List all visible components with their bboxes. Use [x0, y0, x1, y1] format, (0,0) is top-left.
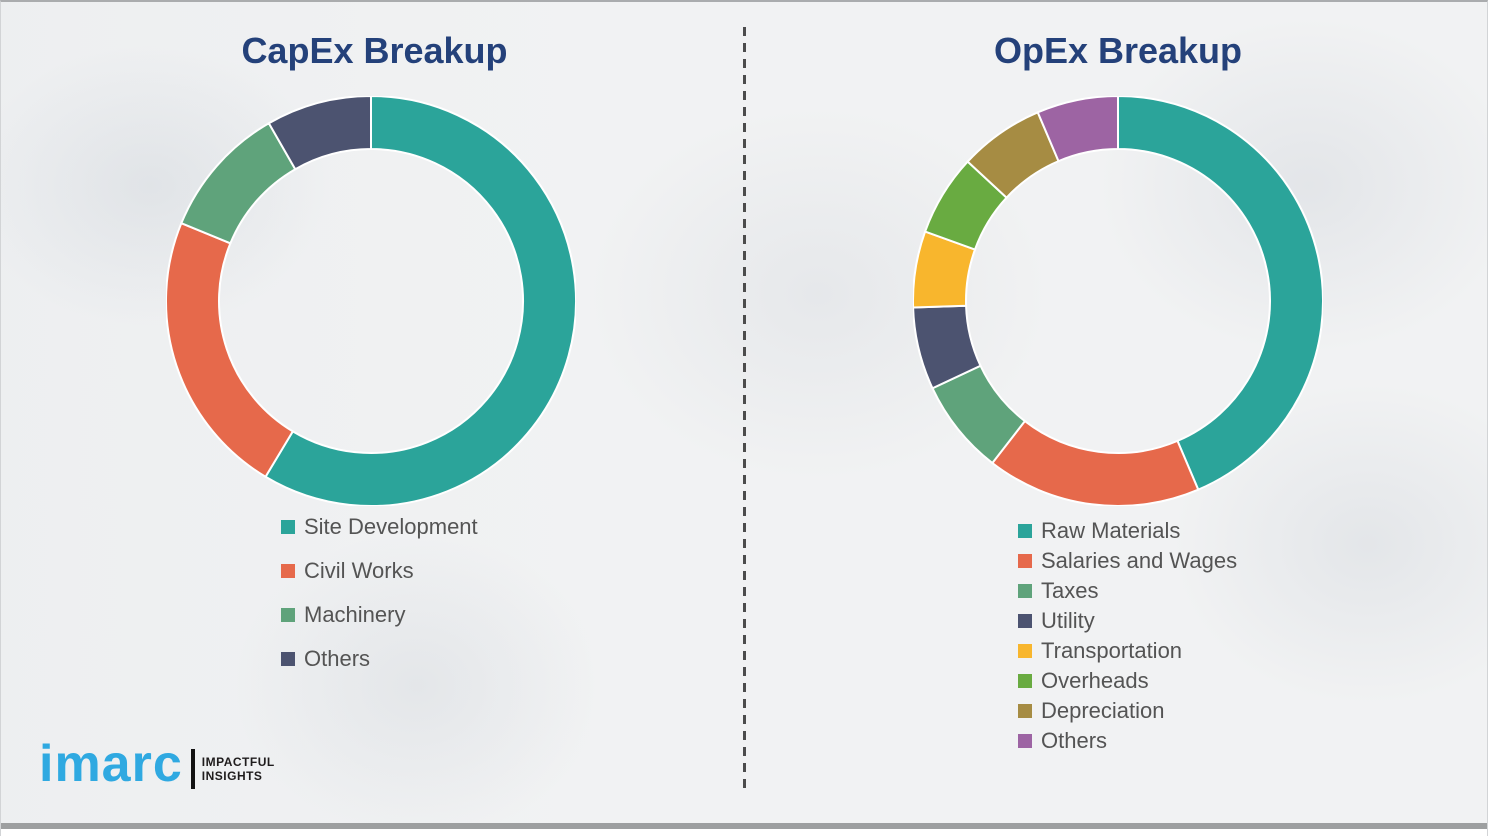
legend-swatch-machinery — [281, 608, 295, 622]
legend-swatch-transportation — [1018, 644, 1032, 658]
legend-swatch-raw-materials — [1018, 524, 1032, 538]
legend-item-depreciation: Depreciation — [1018, 699, 1237, 723]
legend-label-overheads: Overheads — [1041, 668, 1149, 693]
legend-swatch-depreciation — [1018, 704, 1032, 718]
legend-item-others: Others — [281, 647, 478, 671]
capex-legend: Site Development Civil Works Machinery Othe… — [281, 515, 478, 691]
legend-swatch-utility — [1018, 614, 1032, 628]
legend-label-taxes: Taxes — [1041, 578, 1099, 603]
legend-swatch-civil-works — [281, 564, 295, 578]
legend-label-depreciation: Depreciation — [1041, 698, 1165, 723]
legend-item-overheads: Overheads — [1018, 669, 1237, 693]
legend-item-civil-works: Civil Works — [281, 559, 478, 583]
legend-item-salaries-and-wages: Salaries and Wages — [1018, 549, 1237, 573]
donut-segment-site-development — [264, 94, 577, 507]
legend-swatch-others — [1018, 734, 1032, 748]
legend-item-others: Others — [1018, 729, 1237, 753]
donut-segment-others — [267, 94, 372, 171]
donut-segment-salaries-and-wages — [990, 419, 1200, 507]
opex-donut-chart — [912, 94, 1324, 507]
legend-item-taxes: Taxes — [1018, 579, 1237, 603]
donut-segment-raw-materials — [1117, 94, 1324, 491]
legend-swatch-overheads — [1018, 674, 1032, 688]
legend-item-site-development: Site Development — [281, 515, 478, 539]
logo-tagline: IMPACTFUL INSIGHTS — [202, 755, 275, 783]
legend-label-others: Others — [304, 646, 371, 671]
legend-label-utility: Utility — [1041, 608, 1095, 633]
capex-donut-chart — [165, 94, 577, 507]
capex-chart-title: CapEx Breakup — [241, 30, 508, 71]
legend-label-others: Others — [1041, 728, 1108, 753]
legend-label-machinery: Machinery — [304, 602, 406, 627]
logo-divider-bar — [190, 749, 195, 789]
legend-label-civil-works: Civil Works — [304, 558, 414, 583]
legend-swatch-others — [281, 652, 295, 666]
legend-item-transportation: Transportation — [1018, 639, 1237, 663]
bottom-white-strip — [1, 829, 1487, 836]
legend-swatch-salaries-and-wages — [1018, 554, 1032, 568]
dashed-divider — [743, 27, 746, 794]
tagline-line-2: INSIGHTS — [201, 769, 263, 783]
legend-swatch-site-development — [281, 520, 295, 534]
legend-item-raw-materials: Raw Materials — [1018, 519, 1237, 543]
legend-label-salaries-and-wages: Salaries and Wages — [1041, 548, 1238, 573]
legend-swatch-taxes — [1018, 584, 1032, 598]
donut-segment-others — [1036, 94, 1119, 163]
legend-item-utility: Utility — [1018, 609, 1237, 633]
imarc-logo: imarc IMPACTFUL INSIGHTS — [39, 734, 275, 794]
donut-segment-civil-works — [165, 221, 295, 479]
tagline-line-1: IMPACTFUL — [201, 755, 275, 769]
legend-label-raw-materials: Raw Materials — [1041, 518, 1181, 543]
opex-chart-title: OpEx Breakup — [993, 30, 1243, 71]
legend-label-transportation: Transportation — [1041, 638, 1183, 663]
legend-item-machinery: Machinery — [281, 603, 478, 627]
imarc-logo-text: imarc — [39, 735, 183, 793]
opex-legend: Raw Materials Salaries and Wages Taxes Util… — [1018, 519, 1237, 759]
legend-label-site-development: Site Development — [304, 514, 478, 539]
bottom-border-bar — [1, 823, 1487, 829]
